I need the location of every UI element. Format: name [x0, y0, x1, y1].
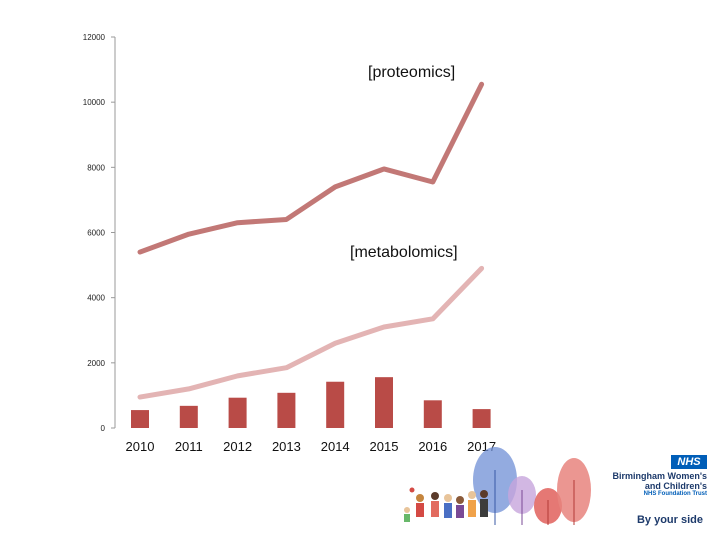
trust-name-line-2: and Children's: [644, 481, 707, 491]
y-tick-label: 6000: [87, 229, 105, 238]
series-point-0: [236, 221, 240, 225]
series-point-1: [382, 325, 386, 329]
series-line-1: [137, 265, 485, 400]
illustration: [404, 447, 591, 525]
series-line-0: [137, 81, 485, 255]
x-ticks: 2010 2011 2012 2013 2014 2015 2016 2017: [126, 439, 497, 454]
x-tick-label: 2013: [272, 439, 301, 454]
x-tick-label: 2014: [321, 439, 350, 454]
tagline: By your side: [636, 514, 703, 526]
trust-subtitle: NHS Foundation Trust: [643, 491, 707, 497]
bar: [472, 409, 491, 428]
series-label-metabolomics: [metabolomics]: [350, 244, 458, 261]
series-point-0: [187, 232, 191, 236]
y-tick-label: 12000: [83, 33, 106, 42]
x-tick-label: 2016: [418, 439, 447, 454]
y-tick-label: 8000: [87, 163, 105, 172]
series-point-1: [236, 374, 240, 378]
bar: [326, 381, 345, 428]
y-tick-label: 10000: [83, 98, 106, 107]
nhs-trust-logo: NHS Birmingham Women's and Children's NH…: [605, 455, 715, 535]
bar: [423, 400, 442, 428]
series-point-0: [431, 180, 435, 184]
series-point-0: [284, 217, 288, 221]
series-point-0: [382, 167, 386, 171]
y-tick-label: 2000: [87, 359, 105, 368]
bar: [375, 377, 393, 428]
series-point-1: [480, 266, 484, 270]
series-point-0: [480, 82, 484, 86]
series-point-1: [431, 317, 435, 321]
series-point-0: [138, 250, 142, 254]
lines: [137, 81, 485, 400]
series-point-1: [138, 395, 142, 399]
bar: [179, 405, 198, 428]
x-tick-label: 2011: [175, 439, 203, 454]
bar: [228, 397, 247, 428]
bars: [131, 377, 491, 428]
y-tick-label: 0: [101, 424, 106, 433]
trust-name: Birmingham Women's and Children's: [597, 471, 708, 491]
nhs-badge: NHS: [671, 455, 707, 469]
x-tick-label: 2015: [370, 439, 399, 454]
y-tick-label: 4000: [87, 294, 105, 303]
bar: [131, 410, 149, 428]
x-tick-label: 2012: [223, 439, 252, 454]
series-point-1: [333, 341, 337, 345]
series-label-proteomics: [proteomics]: [368, 64, 455, 81]
bar: [277, 392, 296, 428]
series-point-1: [187, 387, 191, 391]
trust-name-line-1: Birmingham Women's: [612, 471, 708, 481]
series-point-1: [284, 366, 288, 370]
people-group: [404, 487, 488, 522]
y-ticks: 0 2000 4000 6000 8000 10000 12000: [83, 33, 115, 433]
series-point-0: [333, 185, 337, 189]
x-tick-label: 2010: [126, 439, 155, 454]
